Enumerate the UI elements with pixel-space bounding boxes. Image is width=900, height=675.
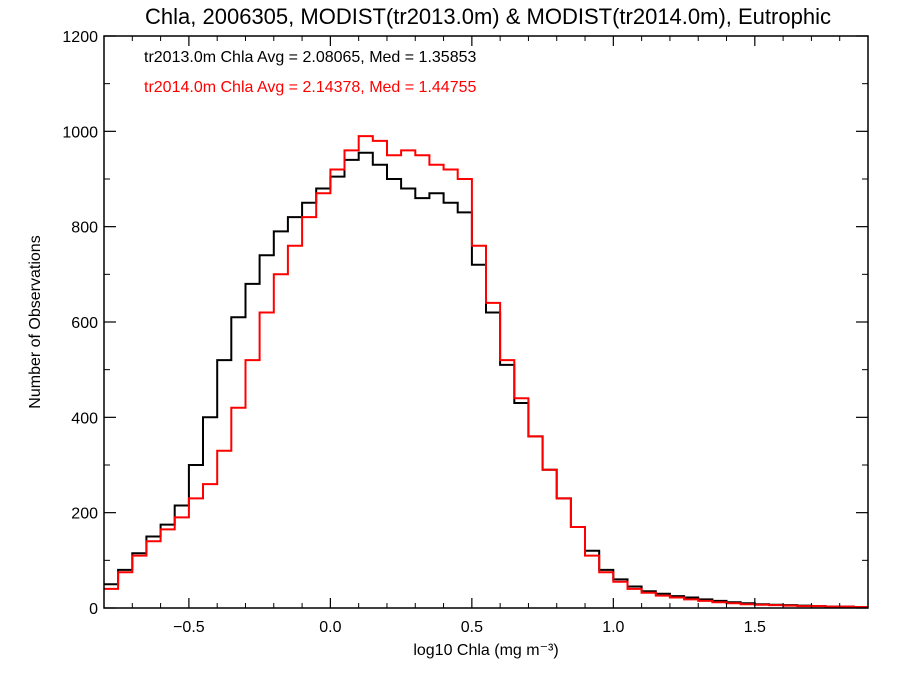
x-tick-label: −0.5 <box>173 619 205 636</box>
chart-title: Chla, 2006305, MODIST(tr2013.0m) & MODIS… <box>145 4 831 29</box>
x-tick-label: 0.0 <box>319 619 341 636</box>
y-tick-label: 400 <box>71 410 98 427</box>
y-tick-label: 600 <box>71 315 98 332</box>
series-line-tr2014-0m <box>104 135 868 608</box>
x-tick-label: 1.5 <box>744 619 766 636</box>
x-axis-label: log10 Chla (mg m⁻³) <box>413 642 558 659</box>
y-tick-label: 0 <box>89 601 98 618</box>
stats-line-tr2014: tr2014.0m Chla Avg = 2.14378, Med = 1.44… <box>144 79 476 96</box>
y-tick-label: 1200 <box>62 29 98 46</box>
y-axis-label: Number of Observations <box>27 235 44 408</box>
ticks-layer: −0.5 0.0 0.5 1.0 1.5 0 200 400 600 800 1000 1200 <box>62 29 869 636</box>
x-tick-label: 0.5 <box>461 619 483 636</box>
y-tick-label: 800 <box>71 220 98 237</box>
stats-line-tr2013: tr2013.0m Chla Avg = 2.08065, Med = 1.35… <box>144 49 476 66</box>
y-tick-label: 1000 <box>62 124 98 141</box>
y-tick-label: 200 <box>71 506 98 523</box>
series-layer <box>104 135 868 608</box>
x-tick-label: 1.0 <box>602 619 624 636</box>
